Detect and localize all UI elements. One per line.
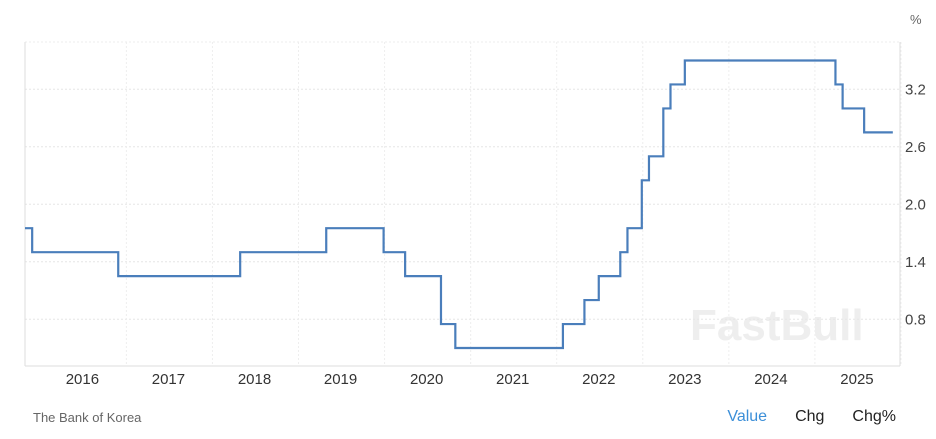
x-tick-label: 2017 xyxy=(152,371,185,388)
x-tick-label: 2018 xyxy=(238,371,271,388)
tab-value[interactable]: Value xyxy=(727,408,768,425)
y-tick-label: 2.6 xyxy=(905,139,926,156)
x-tick-label: 2023 xyxy=(668,371,701,388)
x-tick-label: 2022 xyxy=(582,371,615,388)
y-tick-label: 2.0 xyxy=(905,196,926,213)
tab-chg-percent[interactable]: Chg% xyxy=(852,408,896,425)
y-tick-label: 1.4 xyxy=(905,254,926,271)
watermark: FastBull xyxy=(690,301,864,350)
x-tick-label: 2019 xyxy=(324,371,357,388)
x-tick-label: 2021 xyxy=(496,371,529,388)
series-line xyxy=(25,59,893,350)
y-tick-label: 0.8 xyxy=(905,311,926,328)
x-tick-label: 2016 xyxy=(66,371,99,388)
y-tick-label: 3.2 xyxy=(905,81,926,98)
x-tick-label: 2025 xyxy=(840,371,873,388)
y-unit-label: % xyxy=(910,12,922,27)
source-label: The Bank of Korea xyxy=(33,410,142,425)
tab-chg[interactable]: Chg xyxy=(795,408,825,425)
chart: FastBull 2016 2017 2018 2019 2020 2021 2022 202… xyxy=(24,12,926,388)
view-tabs: Value Chg Chg% xyxy=(727,408,896,426)
x-tick-label: 2020 xyxy=(410,371,443,388)
x-tick-label: 2024 xyxy=(754,371,787,388)
